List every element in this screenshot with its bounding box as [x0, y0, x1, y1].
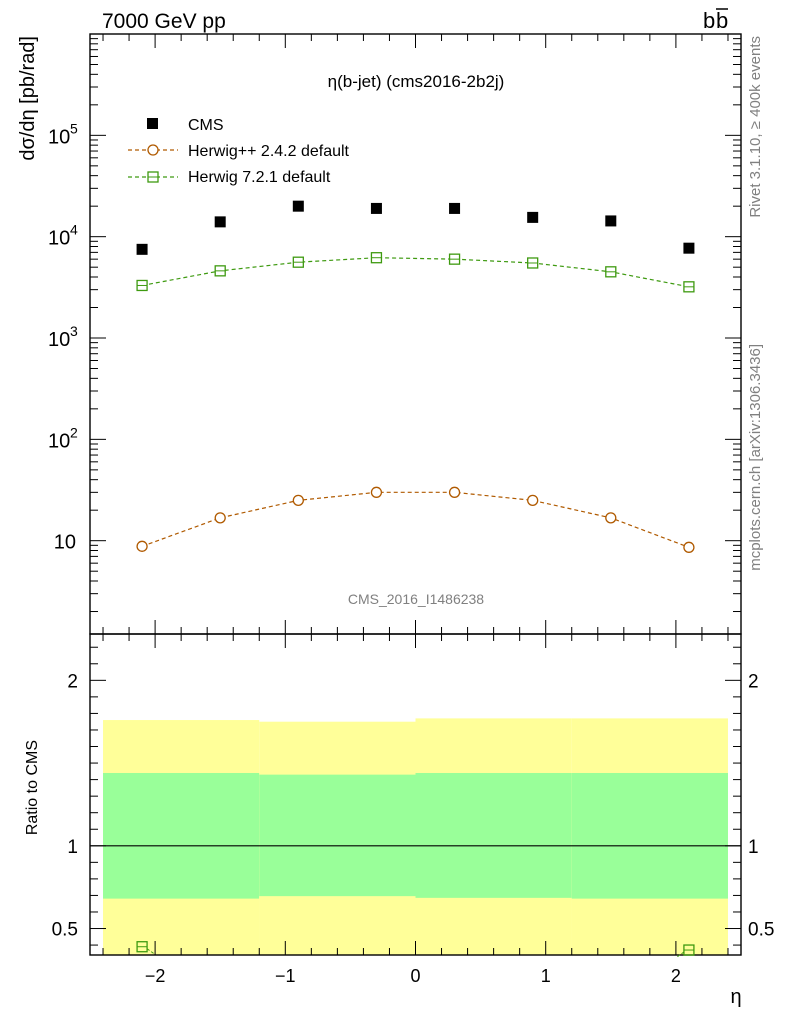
legend-label-herwigpp: Herwig++ 2.4.2 default	[188, 143, 350, 160]
mcplots-label: mcplots.cern.ch [arXiv:1306.3436]	[747, 344, 764, 571]
y-tick-label-main: 10	[54, 532, 76, 554]
herwigpp-point	[683, 541, 695, 553]
ratio-herwig7-line-stub	[676, 951, 685, 958]
y-tick-label-ratio-left: 2	[67, 671, 78, 692]
process-label: b b	[703, 8, 728, 33]
herwigpp-point	[370, 486, 383, 498]
yellow-band-low-2	[415, 897, 572, 955]
herwigpp-point	[136, 540, 148, 552]
x-tick-label: 1	[541, 966, 551, 986]
herwigpp-point	[292, 494, 304, 507]
legend-label-cms: CMS	[188, 117, 224, 134]
cms-data-point	[683, 242, 695, 254]
y-tick-label-main: 10	[48, 430, 70, 452]
series-line-1	[141, 491, 690, 548]
yellow-band-low-3	[571, 898, 728, 955]
y-tick-label-ratio-right: 1	[748, 837, 759, 858]
legend-marker-herwigpp	[147, 144, 159, 156]
cms-data-point	[449, 202, 461, 214]
x-tick-label: 2	[671, 966, 681, 986]
y-tick-label-main-exp: 5	[70, 120, 78, 136]
x-tick-label: 0	[410, 966, 420, 986]
legend: CMS Herwig++ 2.4.2 default Herwig 7.2.1 …	[128, 117, 350, 186]
x-tick-label: −1	[275, 966, 296, 986]
rivet-version-label: Rivet 3.1.10, ≥ 400k events	[747, 36, 764, 218]
y-tick-label-main-exp: 4	[70, 222, 78, 238]
y-tick-label-ratio-right: 2	[748, 671, 759, 692]
ratio-y-axis-label: Ratio to CMS	[24, 740, 41, 835]
legend-marker-cms	[147, 118, 158, 129]
y-tick-label-main-exp: 3	[70, 323, 78, 339]
herwigpp-point	[214, 512, 226, 524]
green-band-0	[103, 772, 260, 899]
x-axis-label: η	[730, 986, 741, 1008]
yellow-band-low-1	[259, 896, 416, 955]
plot-title: η(b-jet) (cms2016-2b2j)	[328, 72, 505, 91]
ratio-uncertainty-bands	[90, 718, 741, 955]
x-tick-label: −2	[145, 966, 166, 986]
process-label-bbar: b	[716, 8, 728, 33]
main-y-axis-label: dσ/dη [pb/rad]	[17, 36, 39, 161]
energy-label: 7000 GeV pp	[102, 10, 226, 33]
y-tick-label-main: 10	[48, 228, 70, 250]
green-band-1	[259, 774, 416, 897]
ratio-herwig7-line-stub	[146, 948, 155, 955]
cms-data-point	[214, 216, 226, 228]
green-band-3	[571, 772, 728, 899]
y-tick-label-ratio-right: 0.5	[748, 920, 774, 941]
y-tick-label-ratio-left: 1	[67, 837, 78, 858]
cms-data-point	[370, 202, 382, 214]
y-tick-label-ratio-left: 0.5	[52, 920, 78, 941]
y-tick-label-main: 10	[48, 126, 70, 148]
cms-data-point	[605, 215, 617, 227]
herwigpp-point	[605, 512, 617, 524]
process-label-b: b	[703, 8, 715, 33]
cms-data-point	[136, 243, 148, 255]
cms-data-point	[292, 200, 304, 212]
series-line-2	[141, 257, 690, 288]
herwigpp-point	[448, 486, 461, 498]
analysis-watermark: CMS_2016_I1486238	[348, 591, 484, 607]
data-series	[136, 200, 695, 958]
green-band-2	[415, 772, 572, 898]
axis-ticks	[90, 33, 741, 955]
cms-data-point	[527, 211, 539, 223]
herwigpp-point	[527, 494, 539, 507]
yellow-band-low-0	[103, 898, 260, 955]
legend-label-herwig7: Herwig 7.2.1 default	[188, 169, 331, 186]
y-tick-label-main-exp: 2	[70, 424, 78, 440]
y-tick-label-main: 10	[48, 329, 70, 351]
